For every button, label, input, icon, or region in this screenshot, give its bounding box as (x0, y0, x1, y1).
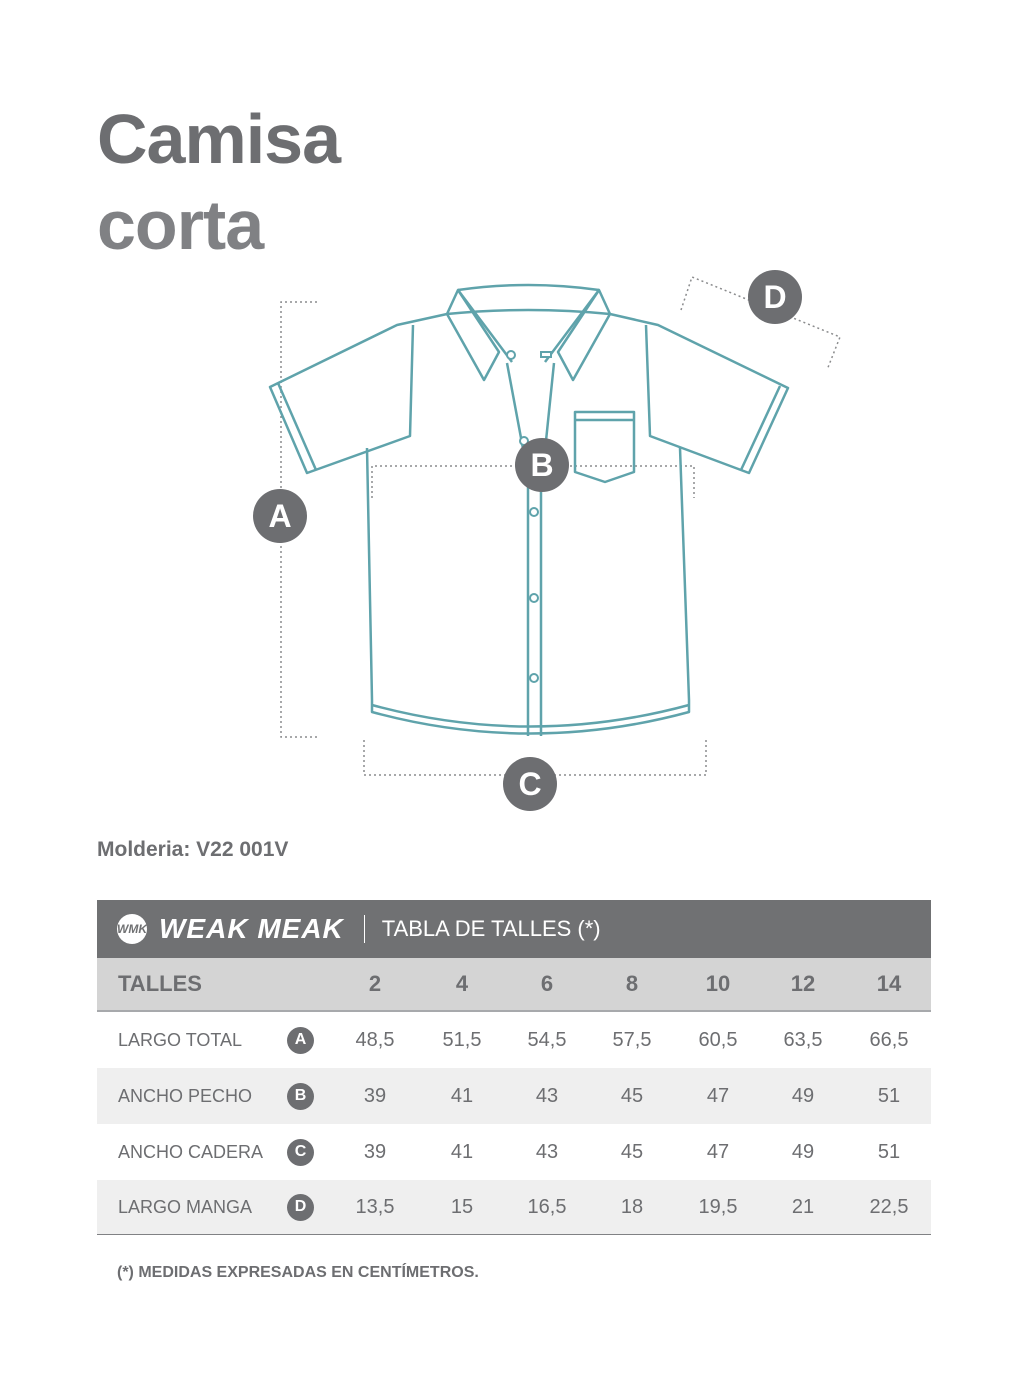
sizes-label: TALLES (118, 971, 202, 996)
shirt-outline (268, 283, 790, 736)
brand-name: WEAK MEAK (159, 913, 344, 944)
cell-value: 49 (791, 1084, 815, 1107)
row-label: LARGO MANGA (118, 1196, 253, 1217)
cell-value: 51,5 (442, 1028, 482, 1051)
cell-value: 39 (363, 1140, 387, 1163)
size-header: 6 (540, 971, 554, 996)
measure-badge-b: B (515, 438, 569, 492)
logo-mark: WMK (117, 914, 147, 944)
table-row: ANCHO CADERA C 39 41 43 45 47 49 51 (97, 1124, 931, 1180)
cell-value: 45 (620, 1084, 644, 1107)
row-badge: B (287, 1082, 314, 1110)
table-title: TABLA DE TALLES (*) (381, 916, 601, 941)
cell-value: 45 (620, 1140, 644, 1163)
size-header: 8 (625, 971, 639, 996)
size-header: 2 (368, 971, 382, 996)
cell-value: 49 (791, 1140, 815, 1163)
cell-value: 39 (363, 1084, 387, 1107)
size-header: 4 (455, 971, 469, 996)
brand-logo: WMK WEAK MEAK (117, 913, 344, 945)
cell-value: 51 (877, 1140, 901, 1163)
table-row: LARGO TOTAL A 48,5 51,5 54,5 57,5 60,5 63,5 66,5 (97, 1012, 931, 1068)
cell-value: 48,5 (355, 1028, 395, 1051)
size-table: WMK WEAK MEAK TABLA DE TALLES (*) TALLES… (97, 900, 931, 1235)
row-badge: A (287, 1026, 314, 1054)
table-header: WMK WEAK MEAK TABLA DE TALLES (*) (97, 900, 931, 958)
cell-value: 13,5 (355, 1195, 395, 1218)
table-row: ANCHO PECHO B 39 41 43 45 47 49 51 (97, 1068, 931, 1124)
cell-value: 60,5 (698, 1028, 738, 1051)
cell-value: 15 (450, 1195, 474, 1218)
size-header: 12 (790, 971, 816, 996)
cell-value: 22,5 (869, 1195, 909, 1218)
cell-value: 43 (535, 1084, 559, 1107)
cell-value: 41 (450, 1140, 474, 1163)
row-badge: C (287, 1138, 314, 1166)
cell-value: 66,5 (869, 1028, 909, 1051)
size-header: 14 (876, 971, 902, 996)
cell-value: 16,5 (527, 1195, 567, 1218)
title-line-2: corta (97, 186, 264, 264)
divider (363, 915, 365, 943)
buttons (506, 350, 552, 683)
measure-lines (280, 276, 841, 776)
table-row: LARGO MANGA D 13,5 15 16,5 18 19,5 21 22,5 (97, 1180, 931, 1235)
cell-value: 18 (620, 1195, 644, 1218)
cell-value: 19,5 (698, 1195, 738, 1218)
cell-value: 63,5 (783, 1028, 823, 1051)
cell-value: 51 (877, 1084, 901, 1107)
measure-badge-d: D (748, 270, 802, 324)
cell-value: 57,5 (612, 1028, 652, 1051)
row-label: ANCHO CADERA (118, 1141, 264, 1162)
footnote: (*) MEDIDAS EXPRESADAS EN CENTÍMETROS. (117, 1264, 479, 1281)
cell-value: 43 (535, 1140, 559, 1163)
cell-value: 47 (706, 1140, 730, 1163)
measure-badge-c: C (503, 757, 557, 811)
row-label: LARGO TOTAL (118, 1029, 243, 1050)
title-line-1: Camisa (97, 100, 341, 178)
cell-value: 47 (706, 1084, 730, 1107)
molderia-label: Molderia: V22 001V (97, 838, 289, 861)
cell-value: 54,5 (527, 1028, 567, 1051)
row-label: ANCHO PECHO (118, 1085, 253, 1106)
cell-value: 21 (791, 1195, 815, 1218)
row-badge: D (287, 1193, 314, 1221)
measure-badge-a: A (253, 489, 307, 543)
shirt-illustration (268, 276, 841, 776)
size-header: 10 (705, 971, 731, 996)
cell-value: 41 (450, 1084, 474, 1107)
sizes-header-row: TALLES 2 4 6 8 10 12 14 (97, 958, 931, 1012)
